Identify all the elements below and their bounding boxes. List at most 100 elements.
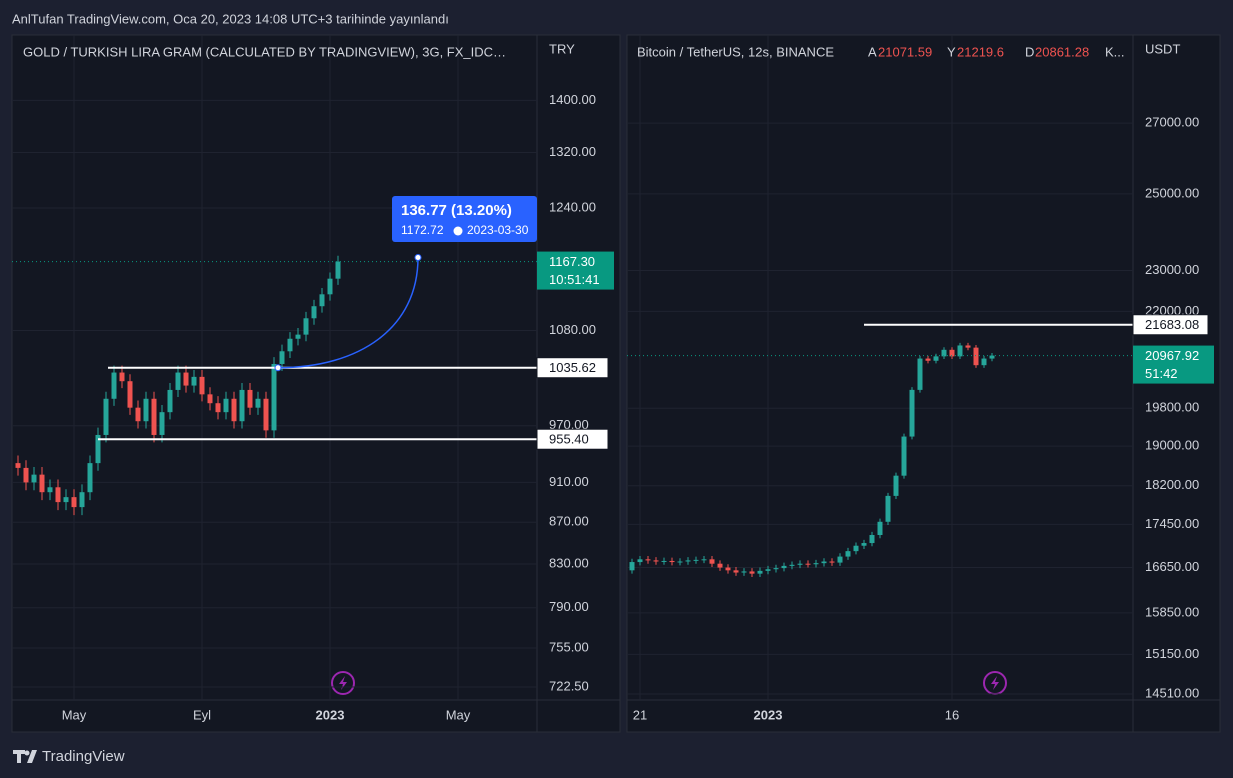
y-tick-label: 17450.00 xyxy=(1145,516,1199,531)
candle-body xyxy=(63,497,69,503)
candle-body xyxy=(127,381,133,408)
candle-body xyxy=(749,571,755,574)
candle-body xyxy=(135,407,141,422)
candle-body xyxy=(71,497,77,508)
candle-body xyxy=(143,398,149,422)
candle-body xyxy=(973,347,979,366)
candle-body xyxy=(981,358,987,366)
candle-body xyxy=(861,543,867,546)
candle-body xyxy=(79,492,85,508)
measure-date: 2023-03-30 xyxy=(467,223,529,237)
candle-body xyxy=(821,561,827,564)
candle-body xyxy=(957,345,963,357)
candle-body xyxy=(95,434,101,464)
candle-body xyxy=(327,278,333,295)
price-label-box xyxy=(537,251,614,290)
lightning-icon[interactable] xyxy=(331,671,355,695)
y-tick-label: 18200.00 xyxy=(1145,477,1199,492)
y-tick-label: 14510.00 xyxy=(1145,685,1199,700)
legend-label: D xyxy=(1025,44,1034,59)
candle-body xyxy=(925,358,931,361)
candle-body xyxy=(191,376,197,386)
y-tick-label: 27000.00 xyxy=(1145,115,1199,130)
candle-body xyxy=(279,351,285,364)
y-tick-label: 830.00 xyxy=(549,555,589,570)
candle-body xyxy=(23,467,29,483)
y-tick-label: 19000.00 xyxy=(1145,438,1199,453)
y-tick-label: 15850.00 xyxy=(1145,604,1199,619)
y-tick-label: 870.00 xyxy=(549,514,589,529)
logo xyxy=(13,750,37,763)
candle-body xyxy=(893,475,899,496)
candle-body xyxy=(223,398,229,413)
y-tick-label: 1240.00 xyxy=(549,199,596,214)
candle-body xyxy=(319,294,325,307)
candle-body xyxy=(733,570,739,573)
candle-body xyxy=(15,463,21,468)
candle-body xyxy=(773,568,779,570)
header: AnlTufan TradingView.com, Oca 20, 2023 1… xyxy=(12,11,449,26)
candle-body xyxy=(669,560,675,563)
x-tick-label: May xyxy=(62,707,87,722)
candle-body xyxy=(797,563,803,565)
y-tick-label: 790.00 xyxy=(549,599,589,614)
candle-body xyxy=(909,389,915,437)
x-tick-label: 21 xyxy=(633,707,647,722)
hline-label: 955.40 xyxy=(549,432,589,447)
candle-body xyxy=(39,474,45,493)
candle-body xyxy=(869,535,875,544)
candle-body xyxy=(717,563,723,568)
price-label: 1167.30 xyxy=(549,254,595,269)
candle-body xyxy=(103,398,109,435)
candle-body xyxy=(311,306,317,319)
chart: 14510.00 15150.00 15850.00 16650.00 17450.00… xyxy=(627,35,1214,722)
hline-label-box xyxy=(536,357,609,379)
candle-body xyxy=(215,403,221,413)
candle-body xyxy=(151,398,157,435)
candle-body xyxy=(677,561,683,563)
countdown: 10:51:41 xyxy=(549,272,600,287)
y-tick-label: 755.00 xyxy=(549,639,589,654)
candle-body xyxy=(885,495,891,522)
candle-body xyxy=(709,559,715,564)
candle-body xyxy=(661,560,667,562)
x-tick-label: May xyxy=(446,707,471,722)
candle-body xyxy=(805,563,811,565)
candle-body xyxy=(901,436,907,476)
candle-body xyxy=(837,556,843,563)
measure-end xyxy=(414,253,422,261)
x-tick-label: 16 xyxy=(945,707,959,722)
candle-body xyxy=(725,567,731,571)
candle-body xyxy=(845,551,851,557)
legend-label: A xyxy=(868,44,877,59)
candle-body xyxy=(287,338,293,352)
candle-body xyxy=(701,559,707,561)
y-tick-label: 1320.00 xyxy=(549,144,596,159)
candle-body xyxy=(183,372,189,386)
measure-arrow xyxy=(277,257,419,369)
y-tick-label: 19800.00 xyxy=(1145,400,1199,415)
legend-value: 21071.59 xyxy=(878,44,932,59)
x-tick-label: 2023 xyxy=(754,707,783,722)
candle-body xyxy=(741,571,747,573)
measure-box xyxy=(392,196,537,242)
candle-body xyxy=(159,412,165,435)
candle-body xyxy=(789,564,795,566)
candle-body xyxy=(965,345,971,348)
candle-body xyxy=(757,570,763,574)
legend-value: 20861.28 xyxy=(1035,44,1089,59)
candle-body xyxy=(813,563,819,565)
hline-label-box xyxy=(536,428,609,450)
candle-body xyxy=(989,355,995,359)
candle-body xyxy=(933,356,939,361)
candle-body xyxy=(87,463,93,493)
chart-title: Bitcoin / TetherUS, 12s, BINANCE xyxy=(637,44,834,59)
candle-body xyxy=(853,545,859,552)
candle-body xyxy=(119,372,125,382)
candle-body xyxy=(781,565,787,569)
candle-body xyxy=(47,487,53,493)
candle-body xyxy=(629,562,635,571)
currency: USDT xyxy=(1145,41,1180,56)
candle-body xyxy=(31,474,37,483)
